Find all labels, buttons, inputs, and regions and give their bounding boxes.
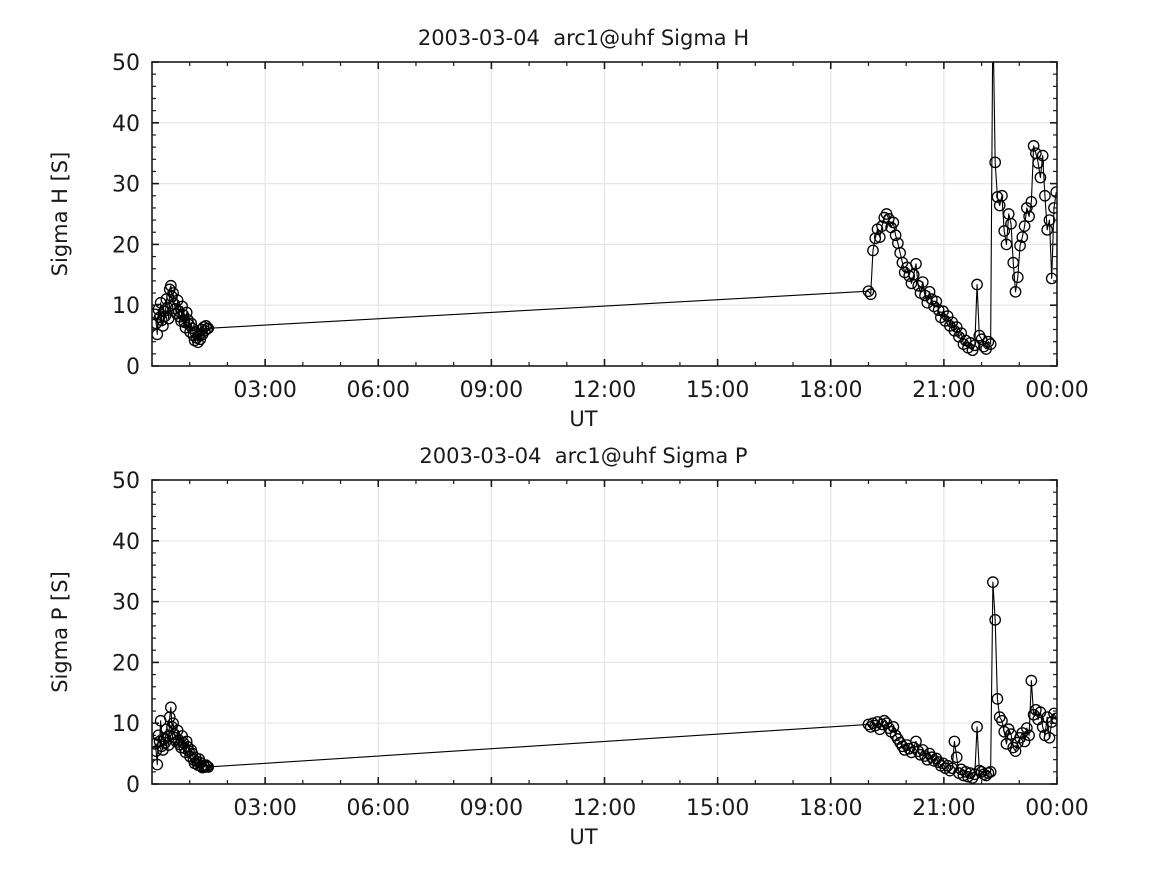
plot-area-sigma-p: 0 10 20 30 40 50 03:00 06:00 09:00 12:00 15:00 18:0… [112,469,1089,821]
y-tick-label: 20 [112,233,140,258]
y-tick-label: 0 [126,355,140,380]
x-tick-label: 18:00 [799,378,862,403]
plot-title-sigma-h: 2003-03-04 arc1@uhf Sigma H [417,26,750,50]
y-tick-label: 30 [112,173,140,198]
plot-area-sigma-h: 0 10 20 30 40 50 03:00 06:00 09:00 12:00 15:00 18:0… [112,51,1089,403]
x-tick-label: 00:00 [1025,378,1088,403]
x-tick-label: 09:00 [460,378,523,403]
x-axis-label-sigma-h: UT [569,407,598,431]
x-tick-label: 03:00 [233,378,296,403]
y-tick-label: 30 [112,591,140,616]
x-tick-label: 12:00 [573,796,636,821]
x-tick-label: 00:00 [1025,796,1088,821]
x-tick-label: 09:00 [460,796,523,821]
x-tick-label: 21:00 [912,796,975,821]
x-tick-label: 21:00 [912,378,975,403]
x-tick-label: 03:00 [233,796,296,821]
y-tick-label: 50 [112,51,140,76]
x-tick-label: 15:00 [686,378,749,403]
y-tick-label: 10 [112,294,140,319]
plot-panel-sigma-h: 2003-03-04 arc1@uhf Sigma H Sigma H [S] … [0,0,1167,437]
y-tick-label: 40 [112,112,140,137]
x-tick-label: 18:00 [799,796,862,821]
y-tick-label: 20 [112,651,140,676]
x-axis-label-sigma-p: UT [569,825,598,849]
y-tick-label: 0 [126,773,140,798]
x-tick-label: 06:00 [347,796,410,821]
plot-panel-sigma-p: 2003-03-04 arc1@uhf Sigma P Sigma P [S] … [0,418,1167,875]
y-tick-label: 10 [112,712,140,737]
x-tick-label: 06:00 [347,378,410,403]
plot-title-sigma-p: 2003-03-04 arc1@uhf Sigma P [419,444,748,468]
x-tick-label: 15:00 [686,796,749,821]
y-tick-label: 40 [112,530,140,555]
y-tick-label: 50 [112,469,140,494]
x-tick-label: 12:00 [573,378,636,403]
